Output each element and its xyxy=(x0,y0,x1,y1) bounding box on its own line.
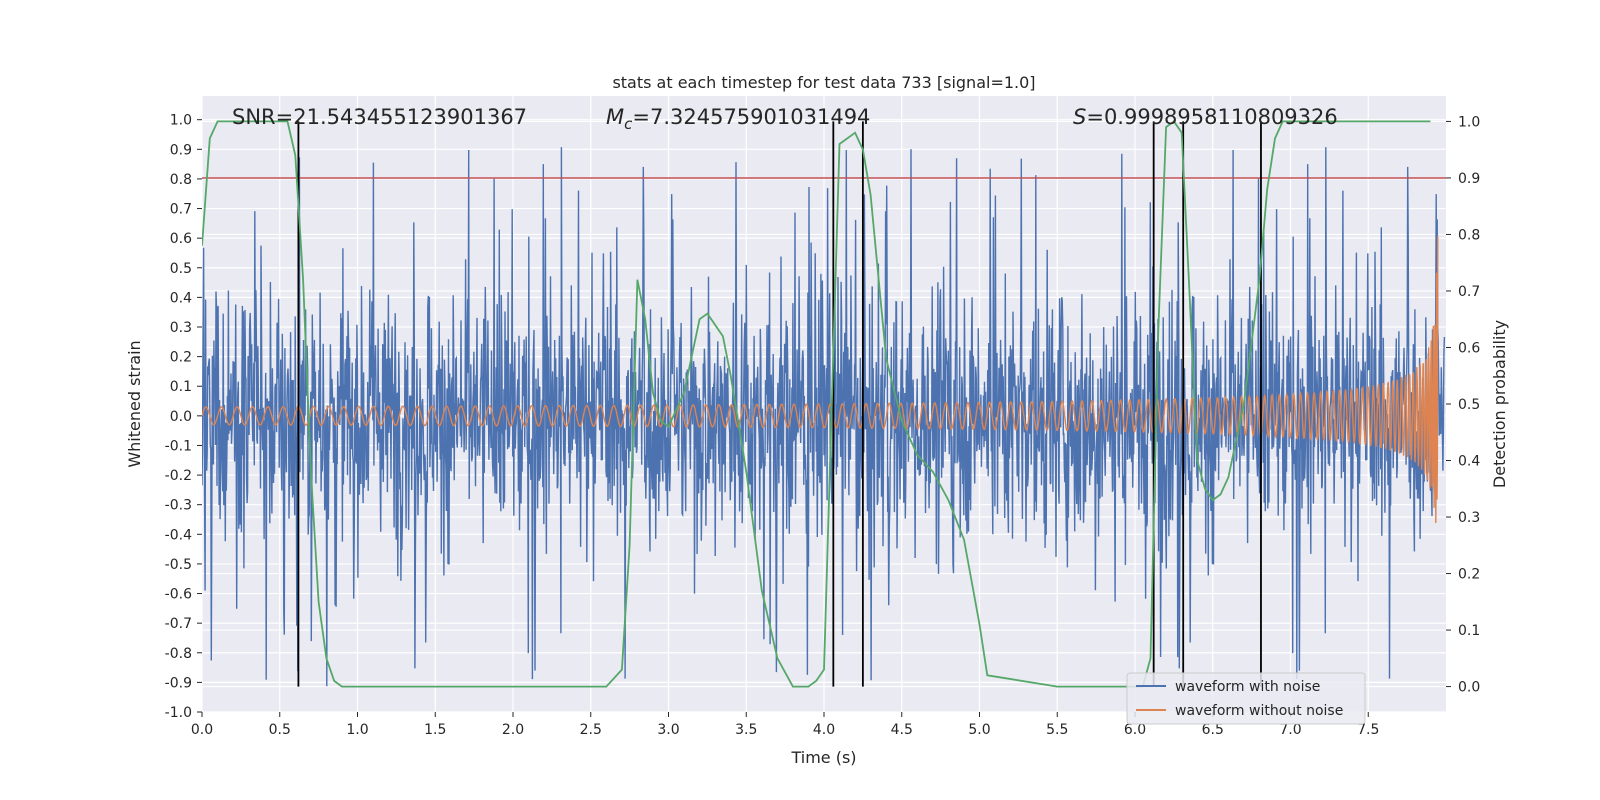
y-tick-label: -0.6 xyxy=(165,587,192,603)
y2-tick-label: 0.0 xyxy=(1458,680,1480,696)
y2-tick-label: 1.0 xyxy=(1458,114,1480,130)
y2-tick-label: 0.9 xyxy=(1458,171,1480,187)
y-tick-label: -0.5 xyxy=(165,557,192,573)
y-tick-label: -0.9 xyxy=(165,675,192,691)
y-tick-label: 0.2 xyxy=(170,350,192,366)
x-tick-label: 6.0 xyxy=(1124,722,1146,738)
x-tick-label: 2.5 xyxy=(580,722,602,738)
y2-tick-label: 0.2 xyxy=(1458,567,1480,583)
y-tick-label: -0.3 xyxy=(165,498,192,514)
y-tick-label: 0.9 xyxy=(170,142,192,158)
y2-tick-label: 0.6 xyxy=(1458,340,1480,356)
y-tick-label: -0.2 xyxy=(165,468,192,484)
y2-tick-label: 0.8 xyxy=(1458,227,1480,243)
y2-tick-label: 0.3 xyxy=(1458,510,1480,526)
x-tick-label: 3.0 xyxy=(657,722,679,738)
y-tick-label: 0.7 xyxy=(170,202,192,218)
y-tick-label: -1.0 xyxy=(165,705,192,721)
x-tick-label: 7.5 xyxy=(1357,722,1379,738)
x-tick-labels: 0.0 0.5 1.0 1.5 2.0 2.5 3.0 3.5 4.0 4.5 5.0 5.5 6.0 6… xyxy=(191,712,1379,738)
y-tick-label: 0.8 xyxy=(170,172,192,188)
x-tick-label: 5.5 xyxy=(1046,722,1068,738)
y2-tick-label: 0.5 xyxy=(1458,397,1480,413)
y2-tick-labels: 0.0 0.1 0.2 0.3 0.4 0.5 0.6 0.7 0.8 0.9 1.0 xyxy=(1446,114,1480,696)
series-waveform-without-noise xyxy=(202,235,1439,524)
y-tick-label: 0.5 xyxy=(170,261,192,277)
x-tick-label: 2.0 xyxy=(502,722,524,738)
x-tick-label: 1.0 xyxy=(346,722,368,738)
legend-box xyxy=(1126,672,1366,725)
mc-annotation: Mc=7.324575901031494 xyxy=(606,105,870,133)
y-tick-label: 0.3 xyxy=(170,320,192,336)
x-tick-label: 5.0 xyxy=(968,722,990,738)
snr-annotation: SNR=21.543455123901367 xyxy=(232,105,527,129)
series-waveform-with-noise xyxy=(202,147,1446,687)
x-tick-label: 7.0 xyxy=(1279,722,1301,738)
x-tick-label: 6.5 xyxy=(1202,722,1224,738)
chart-title: stats at each timestep for test data 733… xyxy=(612,73,1035,92)
y-tick-label: -0.8 xyxy=(165,646,192,662)
series-detection-probability xyxy=(202,120,1431,688)
x-tick-label: 0.5 xyxy=(269,722,291,738)
y-tick-label: 0.1 xyxy=(170,379,192,395)
y-tick-label: -0.1 xyxy=(165,438,192,454)
x-tick-label: 1.5 xyxy=(424,722,446,738)
y2-axis-label: Detection probability xyxy=(1490,320,1509,488)
y-tick-label: 0.4 xyxy=(170,290,192,306)
x-tick-label: 4.0 xyxy=(813,722,835,738)
y-tick-label: -0.4 xyxy=(165,527,192,543)
y-tick-label: 0.6 xyxy=(170,231,192,247)
y-tick-labels: -1.0 -0.9 -0.8 -0.7 -0.6 -0.5 -0.4 -0.3 -0.2 -0.1… xyxy=(165,113,202,721)
y-tick-label: 1.0 xyxy=(170,113,192,129)
x-axis-label: Time (s) xyxy=(790,748,856,767)
y2-tick-label: 0.1 xyxy=(1458,623,1480,639)
legend-label-clean: waveform without noise xyxy=(1175,703,1343,719)
legend: waveform with noise waveform without noi… xyxy=(1126,672,1366,725)
detection-boundaries xyxy=(297,121,1262,687)
y2-tick-label: 0.4 xyxy=(1458,454,1480,470)
y-tick-label: 0.0 xyxy=(170,409,192,425)
x-tick-label: 0.0 xyxy=(191,722,213,738)
x-tick-label: 4.5 xyxy=(891,722,913,738)
s-annotation: S=0.9998958110809326 xyxy=(1073,105,1338,129)
legend-label-noise: waveform with noise xyxy=(1175,679,1320,695)
y2-tick-label: 0.7 xyxy=(1458,284,1480,300)
y-tick-label: -0.7 xyxy=(165,616,192,632)
x-tick-label: 3.5 xyxy=(735,722,757,738)
y-axis-label: Whitened strain xyxy=(125,340,144,467)
